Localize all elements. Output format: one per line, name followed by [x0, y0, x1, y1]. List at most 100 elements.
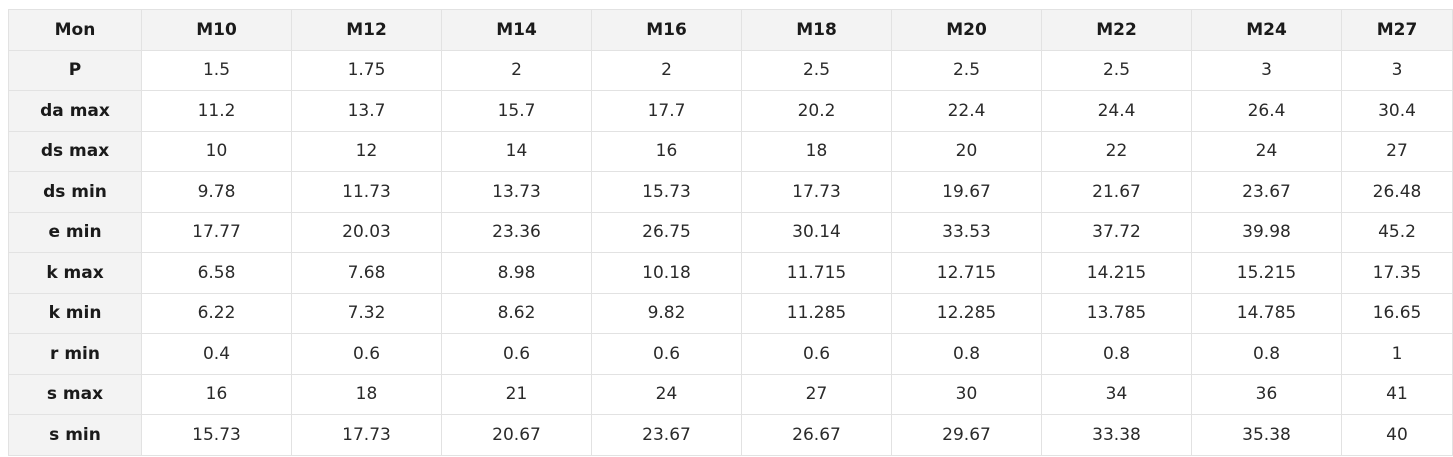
- table-cell: 16.65: [1341, 292, 1453, 334]
- table-header: Mon M10 M12 M14 M16 M18 M20 M22 M24 M27: [8, 9, 1453, 51]
- table-cell: 12: [291, 130, 442, 172]
- table-row: k max 6.58 7.68 8.98 10.18 11.715 12.715 14.215…: [8, 252, 1453, 294]
- table-cell: 40: [1341, 414, 1453, 456]
- table-cell: 3: [1341, 49, 1453, 91]
- table-cell: 22: [1041, 130, 1192, 172]
- table-cell: 7.32: [291, 292, 442, 334]
- table-cell: 9.78: [141, 171, 292, 213]
- table-cell: 18: [291, 373, 442, 415]
- table-cell: 34: [1041, 373, 1192, 415]
- table-cell: 13.7: [291, 90, 442, 132]
- table-cell: 23.36: [441, 211, 592, 253]
- row-label: k max: [8, 252, 142, 294]
- row-label: ds max: [8, 130, 142, 172]
- row-label: s min: [8, 414, 142, 456]
- header-cell: M27: [1341, 9, 1453, 51]
- table-cell: 8.98: [441, 252, 592, 294]
- table-cell: 12.285: [891, 292, 1042, 334]
- table-cell: 1.75: [291, 49, 442, 91]
- spec-table-container: Mon M10 M12 M14 M16 M18 M20 M22 M24 M27 …: [8, 9, 1453, 456]
- table-cell: 45.2: [1341, 211, 1453, 253]
- table-cell: 2.5: [741, 49, 892, 91]
- table-cell: 17.35: [1341, 252, 1453, 294]
- table-cell: 21.67: [1041, 171, 1192, 213]
- table-cell: 24.4: [1041, 90, 1192, 132]
- bolt-dimensions-table: Mon M10 M12 M14 M16 M18 M20 M22 M24 M27 …: [8, 9, 1453, 456]
- table-cell: 24: [591, 373, 742, 415]
- table-cell: 36: [1191, 373, 1342, 415]
- table-cell: 20: [891, 130, 1042, 172]
- header-cell: M20: [891, 9, 1042, 51]
- table-cell: 26.48: [1341, 171, 1453, 213]
- table-row: ds max 10 12 14 16 18 20 22 24 27: [8, 130, 1453, 172]
- table-cell: 0.6: [291, 333, 442, 375]
- table-cell: 15.73: [141, 414, 292, 456]
- table-cell: 26.67: [741, 414, 892, 456]
- table-cell: 17.77: [141, 211, 292, 253]
- table-cell: 20.67: [441, 414, 592, 456]
- table-cell: 24: [1191, 130, 1342, 172]
- table-cell: 17.73: [741, 171, 892, 213]
- table-cell: 16: [141, 373, 292, 415]
- table-cell: 30.4: [1341, 90, 1453, 132]
- table-cell: 12.715: [891, 252, 1042, 294]
- table-cell: 14.785: [1191, 292, 1342, 334]
- table-cell: 6.58: [141, 252, 292, 294]
- table-cell: 14.215: [1041, 252, 1192, 294]
- table-cell: 0.8: [1191, 333, 1342, 375]
- table-cell: 41: [1341, 373, 1453, 415]
- table-cell: 23.67: [1191, 171, 1342, 213]
- table-cell: 11.2: [141, 90, 292, 132]
- table-row: k min 6.22 7.32 8.62 9.82 11.285 12.285 13.785 1…: [8, 292, 1453, 334]
- table-cell: 16: [591, 130, 742, 172]
- table-cell: 13.73: [441, 171, 592, 213]
- table-cell: 11.715: [741, 252, 892, 294]
- table-cell: 14: [441, 130, 592, 172]
- table-cell: 21: [441, 373, 592, 415]
- table-cell: 1.5: [141, 49, 292, 91]
- header-cell: M18: [741, 9, 892, 51]
- table-cell: 13.785: [1041, 292, 1192, 334]
- table-cell: 1: [1341, 333, 1453, 375]
- table-cell: 3: [1191, 49, 1342, 91]
- row-label: s max: [8, 373, 142, 415]
- row-label: da max: [8, 90, 142, 132]
- table-cell: 10.18: [591, 252, 742, 294]
- table-cell: 26.4: [1191, 90, 1342, 132]
- header-cell: M12: [291, 9, 442, 51]
- table-cell: 30: [891, 373, 1042, 415]
- table-cell: 17.73: [291, 414, 442, 456]
- table-cell: 26.75: [591, 211, 742, 253]
- table-cell: 15.73: [591, 171, 742, 213]
- table-row: s max 16 18 21 24 27 30 34 36 41: [8, 373, 1453, 415]
- table-cell: 0.8: [1041, 333, 1192, 375]
- table-cell: 20.03: [291, 211, 442, 253]
- header-row: Mon M10 M12 M14 M16 M18 M20 M22 M24 M27: [8, 9, 1453, 51]
- header-cell: M22: [1041, 9, 1192, 51]
- table-cell: 19.67: [891, 171, 1042, 213]
- table-cell: 10: [141, 130, 292, 172]
- row-label: k min: [8, 292, 142, 334]
- table-cell: 29.67: [891, 414, 1042, 456]
- table-cell: 15.7: [441, 90, 592, 132]
- table-body: P 1.5 1.75 2 2 2.5 2.5 2.5 3 3 da max 11.2 13.7 15.7 1…: [8, 49, 1453, 456]
- table-cell: 0.6: [441, 333, 592, 375]
- table-cell: 17.7: [591, 90, 742, 132]
- row-label: r min: [8, 333, 142, 375]
- table-cell: 2.5: [1041, 49, 1192, 91]
- table-cell: 27: [741, 373, 892, 415]
- table-cell: 0.4: [141, 333, 292, 375]
- header-cell: M16: [591, 9, 742, 51]
- table-cell: 2: [591, 49, 742, 91]
- table-cell: 27: [1341, 130, 1453, 172]
- header-cell: M24: [1191, 9, 1342, 51]
- table-cell: 9.82: [591, 292, 742, 334]
- table-cell: 11.285: [741, 292, 892, 334]
- table-cell: 0.6: [591, 333, 742, 375]
- table-cell: 8.62: [441, 292, 592, 334]
- table-row: r min 0.4 0.6 0.6 0.6 0.6 0.8 0.8 0.8 1: [8, 333, 1453, 375]
- table-cell: 37.72: [1041, 211, 1192, 253]
- table-cell: 2: [441, 49, 592, 91]
- table-row: s min 15.73 17.73 20.67 23.67 26.67 29.67 33.38…: [8, 414, 1453, 456]
- table-cell: 39.98: [1191, 211, 1342, 253]
